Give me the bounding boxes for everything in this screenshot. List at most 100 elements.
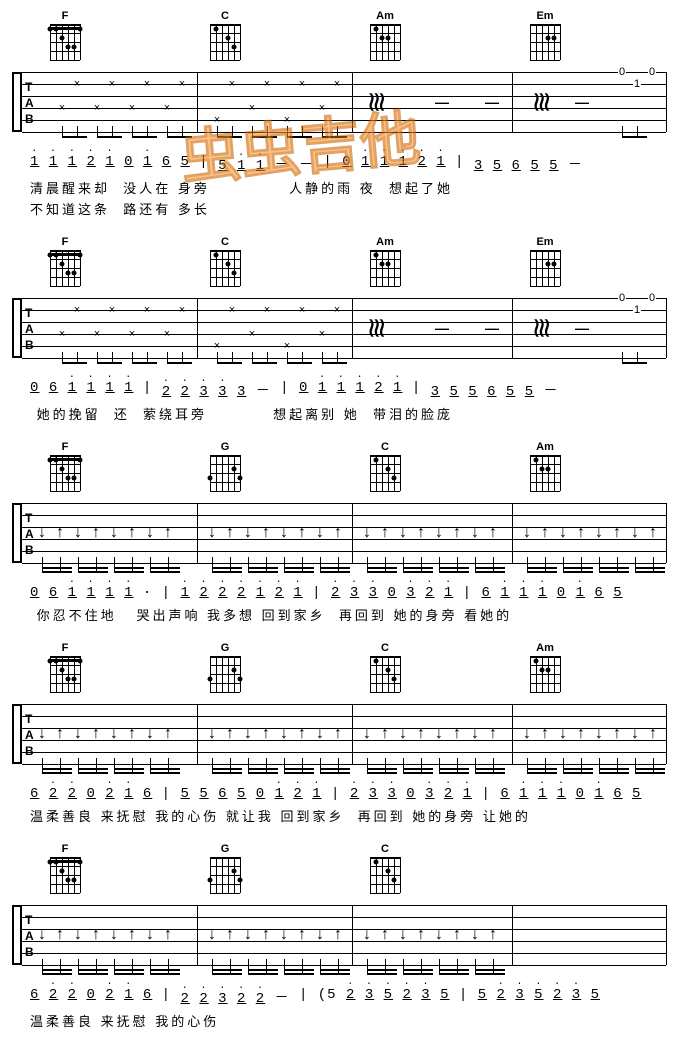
- chord-row: FGCAm: [10, 642, 667, 702]
- fret-mute-icon: ×: [214, 114, 220, 126]
- strum-down-icon: ↓: [146, 524, 154, 542]
- chord-name: G: [221, 843, 230, 855]
- strum-down-icon: ↓: [435, 725, 443, 743]
- chord-f: F: [40, 843, 90, 893]
- strum-up-icon: ↑: [298, 926, 306, 944]
- strum-down-icon: ↓: [595, 524, 603, 542]
- strum-up-icon: ↑: [56, 524, 64, 542]
- chord-name: F: [62, 236, 69, 248]
- fret-mute-icon: ×: [74, 304, 80, 316]
- strum-up-icon: ↑: [56, 926, 64, 944]
- fret-mute-icon: ×: [164, 328, 170, 340]
- strum-up-icon: ↑: [613, 524, 621, 542]
- system-4: FGCAmTAB↓↑↓↑↓↑↓↑↓↑↓↑↓↑↓↑↓↑↓↑↓↑↓↑↓↑↓↑↓↑↓↑…: [10, 642, 667, 825]
- lyric-row: 她的挽留 还 萦绕耳旁 想起离别 她 带泪的脸庞: [10, 404, 667, 423]
- strum-up-icon: ↑: [613, 725, 621, 743]
- strum-down-icon: ↓: [244, 524, 252, 542]
- fret-mute-icon: ×: [249, 102, 255, 114]
- strum-up-icon: ↑: [649, 725, 657, 743]
- lyric-row: 你忍不住地 哭出声响 我多想 回到家乡 再回到 她的身旁 看她的: [10, 605, 667, 624]
- chord-diagram: [50, 250, 80, 286]
- strum-up-icon: ↑: [453, 524, 461, 542]
- strum-down-icon: ↓: [399, 926, 407, 944]
- lyric-row: 温柔善良 来抚慰 我的心伤 就让我 回到家乡 再回到 她的身旁 让她的: [10, 806, 667, 825]
- chord-am: Am: [520, 642, 570, 692]
- chord-diagram: [370, 250, 400, 286]
- chord-name: F: [62, 441, 69, 453]
- jianpu-row: 6 2 2 0 2 1 6 | 5 5 6 5 0 1 2 1 | 2 3 3 …: [10, 786, 667, 802]
- fret-number: 0: [618, 66, 626, 78]
- strum-up-icon: ↑: [56, 725, 64, 743]
- tab-letter: B: [25, 338, 34, 352]
- chord-em: Em: [520, 236, 570, 286]
- tab-letter: B: [25, 945, 34, 959]
- strum-up-icon: ↑: [92, 524, 100, 542]
- fret-number: 1: [633, 78, 641, 90]
- jianpu-row: 1 1 1 2 1 0 1 6 5 | 5 1 1 － － | 0 1 1 1 …: [10, 154, 667, 174]
- fret-mute-icon: ×: [229, 78, 235, 90]
- chord-diagram: [210, 656, 240, 692]
- strum-up-icon: ↑: [489, 725, 497, 743]
- strum-up-icon: ↑: [489, 926, 497, 944]
- chord-diagram: [210, 455, 240, 491]
- strum-down-icon: ↓: [38, 524, 46, 542]
- strum-down-icon: ↓: [244, 926, 252, 944]
- strum-down-icon: ↓: [399, 524, 407, 542]
- rest-icon: —: [485, 94, 499, 110]
- chord-name: Am: [536, 441, 554, 453]
- chord-diagram: [530, 24, 560, 60]
- strum-down-icon: ↓: [471, 926, 479, 944]
- tab-letter: T: [25, 80, 32, 94]
- strum-down-icon: ↓: [435, 524, 443, 542]
- strum-up-icon: ↑: [262, 725, 270, 743]
- strum-up-icon: ↑: [577, 524, 585, 542]
- tab-staff: TAB↓↑↓↑↓↑↓↑↓↑↓↑↓↑↓↑↓↑↓↑↓↑↓↑: [20, 905, 667, 965]
- fret-number: 0: [618, 292, 626, 304]
- strum-up-icon: ↑: [298, 725, 306, 743]
- strum-down-icon: ↓: [363, 926, 371, 944]
- strum-down-icon: ↓: [399, 725, 407, 743]
- strum-down-icon: ↓: [363, 524, 371, 542]
- chord-diagram: [50, 857, 80, 893]
- chord-f: F: [40, 236, 90, 286]
- chord-f: F: [40, 10, 90, 60]
- chord-am: Am: [520, 441, 570, 491]
- fret-mute-icon: ×: [299, 78, 305, 90]
- strum-up-icon: ↑: [128, 926, 136, 944]
- strum-down-icon: ↓: [208, 926, 216, 944]
- fret-mute-icon: ×: [214, 340, 220, 352]
- strum-down-icon: ↓: [208, 524, 216, 542]
- chord-f: F: [40, 441, 90, 491]
- chord-c: C: [360, 642, 410, 692]
- strum-down-icon: ↓: [146, 725, 154, 743]
- tab-letter: T: [25, 511, 32, 525]
- strum-down-icon: ↓: [110, 524, 118, 542]
- chord-name: Am: [376, 10, 394, 22]
- strum-down-icon: ↓: [146, 926, 154, 944]
- chord-diagram: [50, 455, 80, 491]
- lyric-row: 清晨醒来却 没人在 身旁 人静的雨 夜 想起了她: [10, 178, 667, 197]
- chord-name: C: [381, 441, 389, 453]
- system-5: FGCTAB↓↑↓↑↓↑↓↑↓↑↓↑↓↑↓↑↓↑↓↑↓↑↓↑6 2 2 0 2 …: [10, 843, 667, 1030]
- strum-up-icon: ↑: [649, 524, 657, 542]
- chord-name: F: [62, 10, 69, 22]
- strum-down-icon: ↓: [631, 524, 639, 542]
- rest-icon: —: [575, 320, 589, 336]
- system-1: FCAmEmTAB××××××××××××××××≋——≋—0101 1 1 2…: [10, 10, 667, 218]
- rest-icon: —: [435, 320, 449, 336]
- strum-up-icon: ↑: [417, 926, 425, 944]
- strum-up-icon: ↑: [541, 524, 549, 542]
- strum-up-icon: ↑: [541, 725, 549, 743]
- strum-down-icon: ↓: [110, 725, 118, 743]
- fret-mute-icon: ×: [319, 102, 325, 114]
- strum-down-icon: ↓: [74, 725, 82, 743]
- fret-mute-icon: ×: [249, 328, 255, 340]
- system-3: FGCAmTAB↓↑↓↑↓↑↓↑↓↑↓↑↓↑↓↑↓↑↓↑↓↑↓↑↓↑↓↑↓↑↓↑…: [10, 441, 667, 624]
- strum-down-icon: ↓: [316, 524, 324, 542]
- rest-icon: —: [485, 320, 499, 336]
- arpeggio-icon: ≋: [361, 316, 394, 339]
- fret-mute-icon: ×: [129, 102, 135, 114]
- chord-name: C: [381, 642, 389, 654]
- tab-letter: A: [25, 929, 34, 943]
- fret-mute-icon: ×: [284, 340, 290, 352]
